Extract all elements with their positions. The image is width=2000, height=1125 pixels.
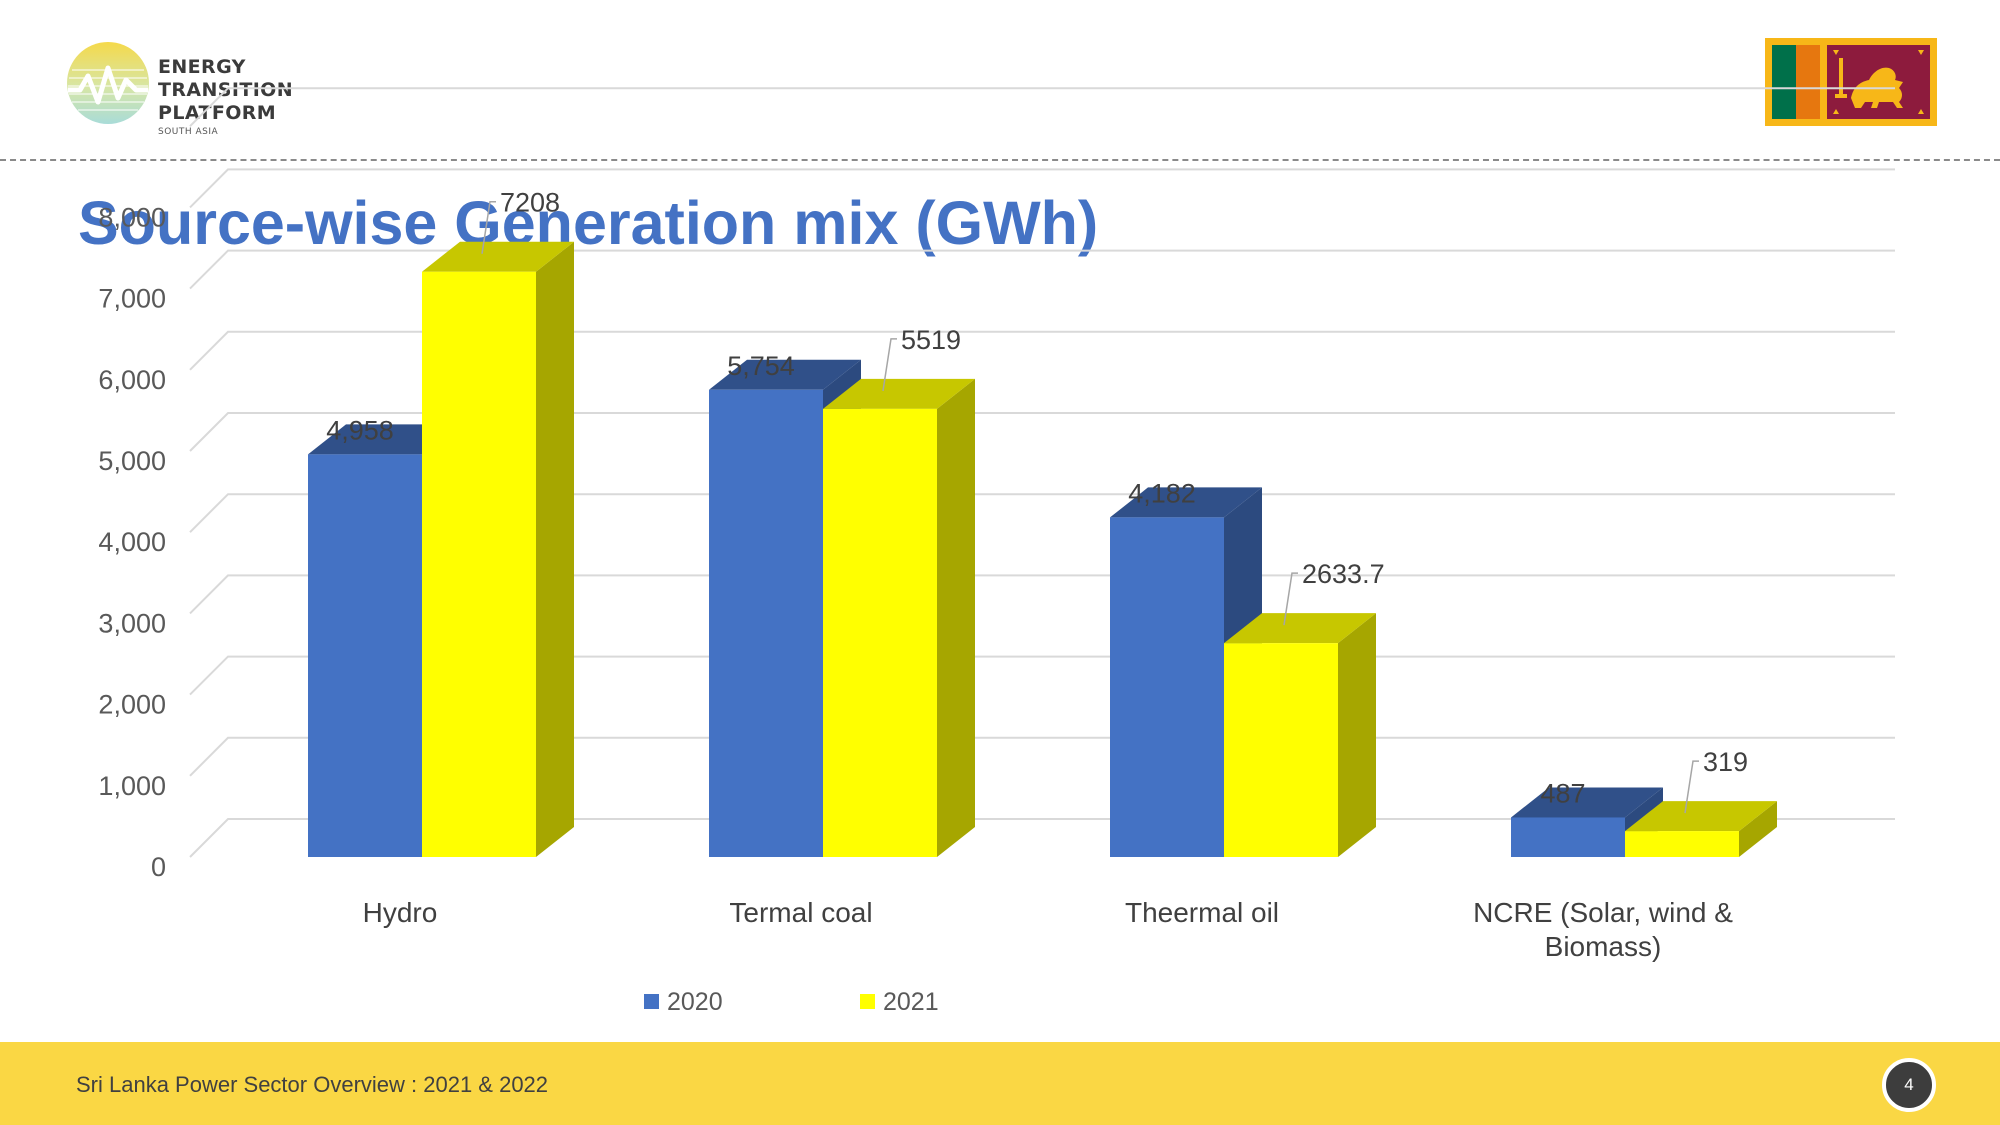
x-tick-label: Hydro [363, 897, 438, 928]
y-tick-label: 8,000 [98, 202, 166, 232]
page-number-badge: 4 [1882, 1058, 1936, 1112]
data-label-2021: 2633.7 [1302, 559, 1385, 589]
y-tick-label: 7,000 [98, 284, 166, 314]
bar-side [1338, 613, 1376, 857]
data-label-2020: 5,754 [727, 351, 795, 381]
footer-text: Sri Lanka Power Sector Overview : 2021 &… [76, 1072, 548, 1098]
bar-front [308, 454, 422, 857]
bar-side [536, 242, 574, 857]
legend-swatch [860, 994, 875, 1009]
data-label-2020: 487 [1540, 778, 1585, 808]
y-tick-label: 0 [151, 852, 166, 882]
data-label-2021: 5519 [901, 325, 961, 355]
data-label-2020: 4,182 [1128, 478, 1196, 508]
legend-label: 2020 [667, 988, 723, 1016]
generation-mix-chart: 0 1,000 2,000 3,000 4,000 5,000 6,000 7,000 8,00… [0, 0, 2000, 1040]
bar-front [823, 409, 937, 857]
data-label-2021: 7208 [500, 188, 560, 218]
footer-bar: Sri Lanka Power Sector Overview : 2021 &… [0, 1042, 2000, 1125]
x-tick-label: Termal coal [729, 897, 872, 928]
legend-item-2021: 2021 [860, 988, 939, 1016]
y-tick-label: 3,000 [98, 608, 166, 638]
legend-swatch [644, 994, 659, 1009]
y-tick-label: 6,000 [98, 365, 166, 395]
y-tick-label: 1,000 [98, 771, 166, 801]
x-axis-labels: Hydro Termal coal Theermal oil NCRE (Solar,… [363, 897, 1734, 962]
data-label-2020: 4,958 [326, 415, 394, 445]
x-tick-label: Theermal oil [1125, 897, 1279, 928]
gridline [190, 169, 1895, 207]
bar-front [1625, 831, 1739, 857]
y-tick-label: 2,000 [98, 690, 166, 720]
data-label-2021: 319 [1703, 747, 1748, 777]
chart-legend: 2020 2021 [644, 988, 939, 1016]
gridline [190, 88, 1895, 126]
legend-item-2020: 2020 [644, 988, 723, 1016]
bar-2021-0 [422, 242, 574, 857]
y-tick-label: 4,000 [98, 527, 166, 557]
bar-front [709, 390, 823, 857]
bar-front [1110, 517, 1224, 857]
bar-2021-2 [1224, 613, 1376, 857]
y-axis-ticks: 0 1,000 2,000 3,000 4,000 5,000 6,000 7,000 8,00… [98, 202, 166, 882]
x-tick-label: NCRE (Solar, wind & Biomass) [1473, 897, 1733, 962]
bar-front [422, 272, 536, 857]
legend-label: 2021 [883, 988, 939, 1016]
bar-front [1224, 643, 1338, 857]
y-tick-label: 5,000 [98, 446, 166, 476]
chart-bars [308, 242, 1777, 857]
bar-front [1511, 817, 1625, 857]
bar-2021-1 [823, 379, 975, 857]
bar-side [937, 379, 975, 857]
